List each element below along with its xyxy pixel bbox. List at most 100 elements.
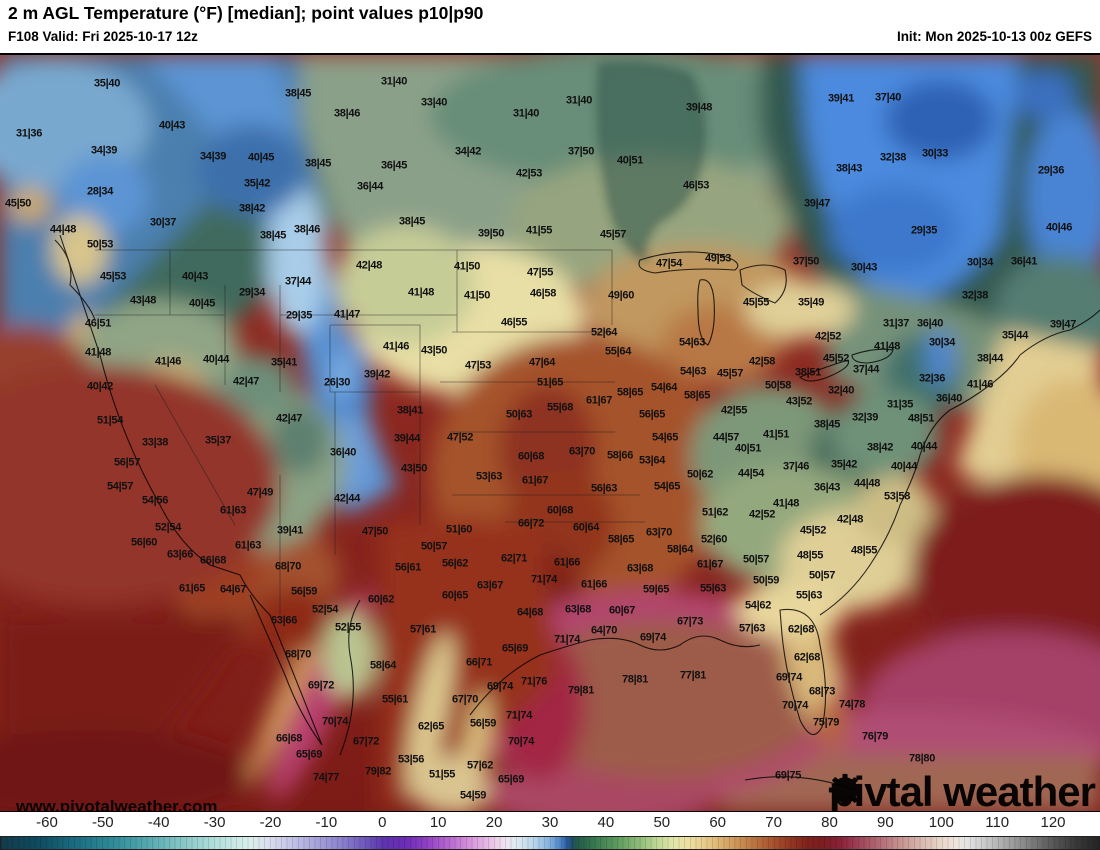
point-value: 43|52 [785,395,813,408]
point-value: 65|69 [295,748,323,761]
point-value: 34|39 [199,150,227,163]
colorbar-tick-labels: -60 -50 -40 -30 -20 -10 0 10 20 30 40 50 60 70 80 90 100… [0,813,1100,834]
point-value: 37|46 [782,460,810,473]
point-value: 54|65 [653,480,681,493]
point-value: 41|46 [382,340,410,353]
point-value: 42|53 [515,167,543,180]
point-value: 63|68 [626,562,654,575]
point-values-layer: 35|40 38|45 38|46 31|36 40|43 34|39 34|39 40|45… [0,55,1100,811]
point-value: 40|43 [158,119,186,132]
colorbar-tick-label: 0 [378,814,387,831]
point-value: 50|57 [742,553,770,566]
point-value: 38|46 [293,223,321,236]
point-value: 66|71 [465,656,493,669]
colorbar-tick-label: 60 [709,814,727,831]
point-value: 62|71 [500,552,528,565]
point-value: 63|70 [645,526,673,539]
point-value: 69|72 [307,679,335,692]
point-value: 53|56 [397,753,425,766]
point-value: 67|70 [451,693,479,706]
point-value: 53|64 [638,454,666,467]
point-value: 38|45 [259,229,287,242]
point-value: 58|66 [606,449,634,462]
point-value: 65|69 [497,773,525,786]
point-value: 32|39 [851,411,879,424]
point-value: 41|51 [762,428,790,441]
colorbar-tick-label: 20 [485,814,503,831]
point-value: 41|50 [453,260,481,273]
colorbar-tick-label: -30 [203,814,226,831]
point-value: 33|38 [141,436,169,449]
point-value: 52|64 [590,326,618,339]
point-value: 37|50 [792,255,820,268]
page-title: 2 m AGL Temperature (°F) [median]; point… [8,3,484,23]
init-time-label: Init: Mon 2025-10-13 00z GEFS [896,29,1092,44]
point-value: 54|56 [141,494,169,507]
point-value: 66|72 [517,517,545,530]
point-value: 35|41 [270,356,298,369]
point-value: 36|43 [813,481,841,494]
point-value: 41|47 [333,308,361,321]
point-value: 47|55 [526,266,554,279]
point-value: 56|59 [469,717,497,730]
point-value: 52|60 [700,533,728,546]
point-value: 40|43 [181,270,209,283]
point-value: 64|67 [219,583,247,596]
point-value: 30|43 [850,261,878,274]
point-value: 35|44 [1001,329,1029,342]
point-value: 61|67 [521,474,549,487]
point-value: 53|58 [883,490,911,503]
point-value: 55|68 [546,401,574,414]
point-value: 59|65 [642,583,670,596]
colorbar-tick-label: 80 [821,814,838,831]
point-value: 48|55 [796,549,824,562]
point-value: 46|53 [682,179,710,192]
point-value: 38|42 [238,202,266,215]
point-value: 61|66 [580,578,608,591]
point-value: 42|52 [814,330,842,343]
point-value: 50|57 [808,569,836,582]
point-value: 67|72 [352,735,380,748]
point-value: 60|68 [517,450,545,463]
point-value: 46|58 [529,287,557,300]
colorbar-tick-label: -50 [91,814,114,831]
point-value: 45|52 [822,352,850,365]
point-value: 35|42 [243,177,271,190]
point-value: 45|53 [99,270,127,283]
point-value: 41|48 [873,340,901,353]
point-value: 78|80 [908,752,936,765]
point-value: 56|60 [130,536,158,549]
point-value: 39|50 [477,227,505,240]
point-value: 31|40 [380,75,408,88]
point-value: 51|60 [445,523,473,536]
point-value: 54|57 [106,480,134,493]
point-value: 34|39 [90,144,118,157]
point-value: 37|44 [852,363,880,376]
point-value: 51|65 [536,376,564,389]
point-value: 39|42 [363,368,391,381]
point-value: 55|63 [795,589,823,602]
coastlines [54,234,1100,791]
point-value: 79|82 [364,765,392,778]
point-value: 70|74 [507,735,535,748]
point-value: 62|68 [793,651,821,664]
point-value: 45|50 [4,197,32,210]
colorbar-tick-label: 70 [765,814,782,831]
point-value: 57|63 [738,622,766,635]
point-value: 63|67 [476,579,504,592]
point-value: 31|40 [565,94,593,107]
point-value: 66|68 [275,732,303,745]
colorbar-tick-label: -60 [36,814,58,831]
point-value: 61|63 [234,539,262,552]
point-value: 48|55 [850,544,878,557]
point-value: 54|64 [650,381,678,394]
colorbar [0,836,1100,850]
point-value: 36|40 [329,446,357,459]
point-value: 58|65 [616,386,644,399]
point-value: 60|62 [367,593,395,606]
gear-icon [828,773,862,807]
point-value: 42|44 [333,492,361,505]
point-value: 36|44 [356,180,384,193]
point-value: 40|51 [616,154,644,167]
